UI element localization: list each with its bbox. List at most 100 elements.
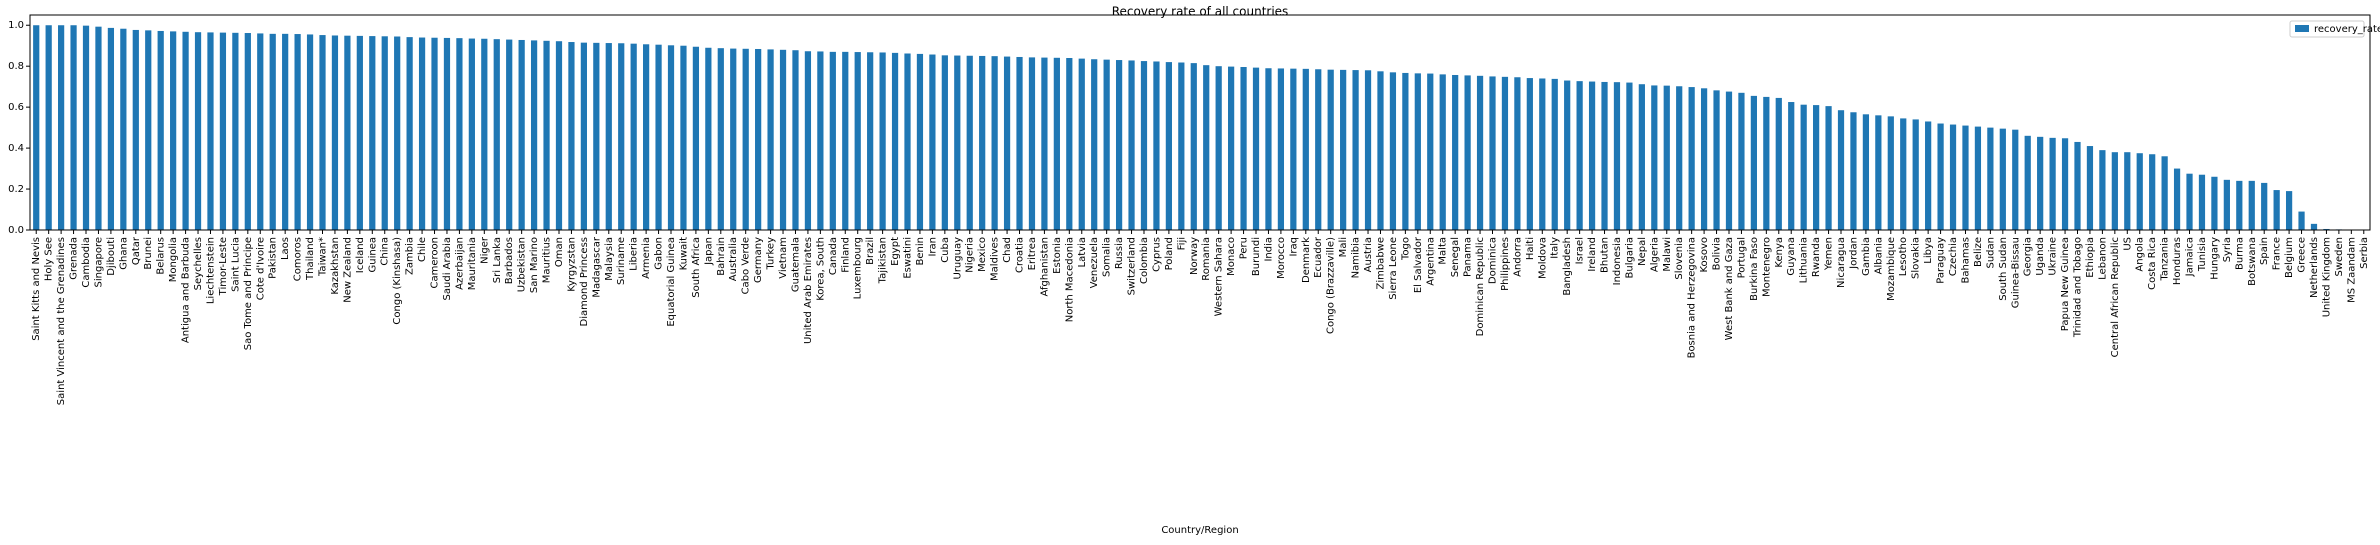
bar xyxy=(1302,68,1309,230)
x-tick-label: Tajikistan xyxy=(878,237,889,284)
bar xyxy=(107,27,115,231)
bar xyxy=(2012,129,2019,230)
bar xyxy=(891,52,899,230)
bar xyxy=(2285,191,2293,230)
bar xyxy=(904,53,911,230)
x-tick-label: Gambia xyxy=(1861,237,1872,276)
bar xyxy=(1340,69,1347,230)
x-tick-label: Egypt xyxy=(890,237,901,266)
bar xyxy=(705,47,712,231)
x-tick-label: Denmark xyxy=(1301,237,1312,283)
x-tick-label: Paraguay xyxy=(1936,237,1947,284)
x-tick-label: Eswatini xyxy=(903,237,914,279)
bar xyxy=(954,55,961,230)
bar xyxy=(1315,69,1322,230)
x-tick-label: Spain xyxy=(2259,237,2270,265)
bar xyxy=(643,44,650,231)
bar xyxy=(2323,228,2330,230)
x-tick-label: Greece xyxy=(2297,237,2308,273)
x-tick-label: Comoros xyxy=(293,237,304,281)
bar xyxy=(1053,57,1060,230)
x-tick-label: Namibia xyxy=(1351,237,1362,278)
bar xyxy=(456,38,463,231)
bar xyxy=(1003,56,1011,230)
bar xyxy=(356,35,363,231)
x-tick-label: Switzerland xyxy=(1127,237,1138,295)
x-tick-label: Niger xyxy=(479,236,490,264)
x-tick-label: Sri Lanka xyxy=(492,237,503,283)
x-tick-label: Portugal xyxy=(1736,237,1747,278)
bar xyxy=(33,25,40,230)
bar xyxy=(1564,80,1571,231)
y-tick-label: 0.0 xyxy=(8,225,24,236)
bar xyxy=(1576,81,1583,230)
x-tick-label: Saint Vincent and the Grenadines xyxy=(56,237,67,405)
bar xyxy=(157,30,164,230)
x-tick-label: Ghana xyxy=(118,237,129,270)
bar xyxy=(1539,78,1546,230)
x-tick-label: Holy See xyxy=(44,237,55,281)
bar xyxy=(1651,85,1658,230)
bar xyxy=(1962,125,1969,230)
bar xyxy=(2173,168,2181,230)
bar xyxy=(742,48,749,231)
bar xyxy=(1228,66,1235,230)
x-tick-label: Syria xyxy=(2222,237,2233,262)
x-tick-label: Togo xyxy=(1400,237,1411,261)
bar xyxy=(1389,72,1397,230)
x-tick-label: Estonia xyxy=(1052,237,1063,274)
bar xyxy=(1066,58,1073,230)
bar xyxy=(2099,150,2106,230)
x-tick-label: Congo (Brazzaville) xyxy=(1326,237,1337,334)
x-tick-label: Ireland xyxy=(1587,237,1598,272)
x-tick-label: Ecuador xyxy=(1313,236,1324,278)
x-tick-label: Serbia xyxy=(2359,237,2370,269)
bar xyxy=(1103,59,1110,231)
bar xyxy=(1178,62,1185,230)
x-tick-label: Fiji xyxy=(1176,237,1187,250)
x-tick-label: Andorra xyxy=(1512,237,1523,277)
x-tick-label: El Salvador xyxy=(1413,236,1424,293)
x-tick-label: Belgium xyxy=(2284,237,2295,278)
bar xyxy=(605,43,612,230)
x-tick-label: Angola xyxy=(2135,237,2146,272)
x-tick-label: Chad xyxy=(1002,237,1013,263)
bar xyxy=(1974,126,1982,230)
x-tick-label: Ethiopia xyxy=(2085,237,2096,278)
x-tick-label: Slovakia xyxy=(1911,237,1922,279)
x-tick-label: Pakistan xyxy=(268,237,279,279)
bar xyxy=(1688,87,1695,230)
x-tick-label: Azerbaijan xyxy=(454,237,465,290)
x-tick-label: Italy xyxy=(1550,237,1561,259)
x-tick-label: Czechia xyxy=(1948,237,1959,276)
bar xyxy=(244,33,251,231)
x-tick-label: Bulgaria xyxy=(1624,237,1635,278)
bar xyxy=(269,33,276,230)
bar xyxy=(1800,104,1807,230)
x-tick-label: Antigua and Barbuda xyxy=(181,237,192,343)
x-tick-label: Malawi xyxy=(1662,237,1673,272)
x-tick-label: Suriname xyxy=(616,237,627,285)
bar xyxy=(1850,112,1857,230)
x-tick-label: Zimbabwe xyxy=(1375,237,1386,290)
y-tick-label: 0.2 xyxy=(8,184,24,195)
bar xyxy=(867,52,874,231)
bar xyxy=(1277,68,1285,230)
x-tick-label: Georgia xyxy=(2023,237,2034,276)
y-tick-label: 0.6 xyxy=(8,102,24,113)
bar xyxy=(1626,82,1633,230)
x-tick-label: Gabon xyxy=(654,237,665,270)
x-tick-label: Luxembourg xyxy=(853,237,864,299)
bar xyxy=(767,49,774,231)
x-tick-label: Laos xyxy=(280,237,291,260)
x-tick-label: Cuba xyxy=(940,237,951,263)
x-tick-label: Bhutan xyxy=(1600,237,1611,273)
x-tick-label: Germany xyxy=(753,237,764,283)
bar xyxy=(1949,124,1957,230)
x-tick-label: Guinea-Bissau xyxy=(2010,237,2021,308)
x-tick-label: Russia xyxy=(1114,237,1125,269)
x-tick-label: West Bank and Gaza xyxy=(1724,237,1735,340)
x-tick-label: Philippines xyxy=(1500,237,1511,291)
x-tick-label: Ukraine xyxy=(2048,237,2059,276)
x-tick-label: Croatia xyxy=(1015,237,1026,273)
